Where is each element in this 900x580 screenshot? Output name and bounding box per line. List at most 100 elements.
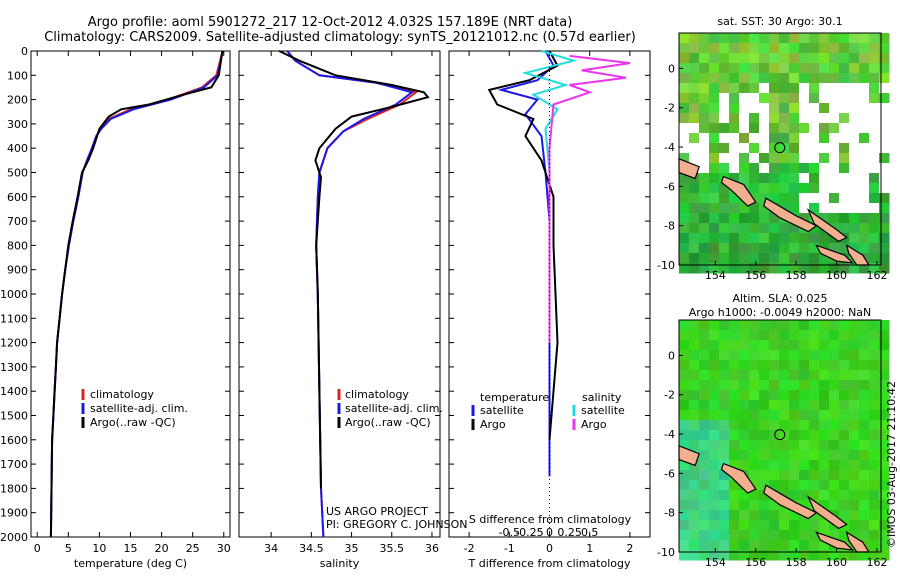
sst-map-pixel xyxy=(769,253,780,264)
sst-map-pixel xyxy=(789,33,800,44)
sla-map-pixel xyxy=(849,450,860,461)
sst-map-pixel xyxy=(779,83,790,94)
sla-map-pixel xyxy=(689,550,700,561)
sla-map-pixel xyxy=(719,420,730,431)
sla-map-xtick-label: 156 xyxy=(745,556,766,569)
salinity-panel: 34 34.5 35 35.5 36 salinity climatologysatelli… xyxy=(238,50,443,570)
sst-map-pixel xyxy=(819,153,830,164)
sla-map-pixel xyxy=(879,510,890,521)
sla-map-pixel xyxy=(779,530,790,541)
sst-map-pixel xyxy=(879,263,890,274)
sla-map-pixel xyxy=(699,400,710,411)
sst-map-xtick-label: 154 xyxy=(705,269,726,282)
sst-map-pixel xyxy=(839,33,850,44)
sst-map-pixel xyxy=(829,183,840,194)
sla-map-pixel xyxy=(719,430,730,441)
sla-map-pixel xyxy=(859,500,870,511)
sla-map-pixel xyxy=(719,510,730,521)
sst-map-pixel xyxy=(799,263,810,274)
sla-map-pixel xyxy=(679,500,690,511)
sst-map-pixel xyxy=(799,163,810,174)
sst-map-pixel xyxy=(729,43,740,54)
sla-map-pixel xyxy=(829,400,840,411)
sla-map-pixel xyxy=(709,380,720,391)
temperature-xtick-label: 15 xyxy=(124,542,138,555)
sst-map-pixel xyxy=(879,43,890,54)
sla-map-pixel xyxy=(689,470,700,481)
sla-map-pixel xyxy=(809,450,820,461)
sst-map-pixel xyxy=(789,203,800,214)
sla-map-pixel xyxy=(759,460,770,471)
sla-map-pixel xyxy=(739,410,750,421)
sst-map-pixel xyxy=(799,53,810,64)
sst-map-pixel xyxy=(679,233,690,244)
sla-map-pixel xyxy=(799,340,810,351)
sst-map-pixel xyxy=(869,133,880,144)
sst-map-pixel xyxy=(819,143,830,154)
sla-map-pixel xyxy=(809,380,820,391)
temperature-ytick-label: 0 xyxy=(21,45,28,58)
sla-map-pixel xyxy=(849,480,860,491)
difference-series-salinity-argo xyxy=(548,54,631,343)
sla-map-pixel xyxy=(729,330,740,341)
sla-map-pixel xyxy=(739,460,750,471)
sla-map-pixel xyxy=(709,360,720,371)
sla-map-pixel xyxy=(729,510,740,521)
sst-map-pixel xyxy=(749,53,760,64)
sla-map-pixel xyxy=(799,530,810,541)
sst-map-pixel xyxy=(749,73,760,84)
sla-map-pixel xyxy=(849,510,860,521)
sla-map-pixel xyxy=(879,450,890,461)
difference-xtick-label: 0 xyxy=(546,542,553,555)
sst-map-panel: 154 156 158 160 162 0 -2 -4 -6 -8 -10 sat. SST: 30 … xyxy=(657,15,890,282)
sst-map-pixel xyxy=(819,173,830,184)
sla-map-pixel xyxy=(799,320,810,331)
sst-map-pixel xyxy=(739,73,750,84)
sla-map-pixel xyxy=(749,400,760,411)
sla-map-pixel xyxy=(859,430,870,441)
sla-map-pixel xyxy=(859,350,870,361)
timestamp-label: ©IMOS 03-Aug-2017 21:10:42 xyxy=(885,381,898,548)
sla-map-pixel xyxy=(779,460,790,471)
sst-map-pixel xyxy=(709,213,720,224)
sst-map-pixel xyxy=(729,63,740,74)
sst-map-pixel xyxy=(739,233,750,244)
temperature-ytick-label: 200 xyxy=(7,94,28,107)
sst-map-pixel xyxy=(819,53,830,64)
sst-map-pixel xyxy=(749,33,760,44)
sst-map-pixel xyxy=(729,193,740,204)
sst-map-pixel xyxy=(709,183,720,194)
sla-map-pixel xyxy=(699,340,710,351)
sst-map-pixel xyxy=(759,113,770,124)
sla-map-pixel xyxy=(769,550,780,561)
sst-map-pixel xyxy=(859,123,870,134)
sst-map-pixel xyxy=(689,73,700,84)
sla-map-pixel xyxy=(699,440,710,451)
sla-map-pixel xyxy=(749,500,760,511)
sla-map-pixel xyxy=(679,510,690,521)
sst-map-pixel xyxy=(819,103,830,114)
sst-map-pixel xyxy=(699,43,710,54)
sst-map-pixel xyxy=(809,253,820,264)
sla-map-pixel xyxy=(689,370,700,381)
sla-map-pixel xyxy=(849,460,860,471)
sst-map-pixel xyxy=(769,43,780,54)
sst-map-pixel xyxy=(709,73,720,84)
sla-map-pixel xyxy=(749,470,760,481)
sst-map-pixel xyxy=(799,83,810,94)
sla-map-island xyxy=(815,531,855,551)
sst-map-pixel xyxy=(799,173,810,184)
sla-map-pixel xyxy=(859,470,870,481)
sla-map-panel: 154 156 158 160 162 0 -2 -4 -6 -8 -10 Altim. SLA: 0… xyxy=(657,292,890,569)
sla-map-pixel xyxy=(709,530,720,541)
sst-map-pixel xyxy=(739,173,750,184)
sst-map-pixel xyxy=(709,253,720,264)
sla-map-pixel xyxy=(709,540,720,551)
sla-map-pixel xyxy=(719,390,730,401)
sla-map-pixel xyxy=(819,490,830,501)
sst-map-pixel xyxy=(819,83,830,94)
sst-map-pixel xyxy=(739,93,750,104)
sst-map-ytick-label: -4 xyxy=(664,141,675,154)
sst-map-pixel xyxy=(689,153,700,164)
sla-map-pixel xyxy=(869,320,880,331)
